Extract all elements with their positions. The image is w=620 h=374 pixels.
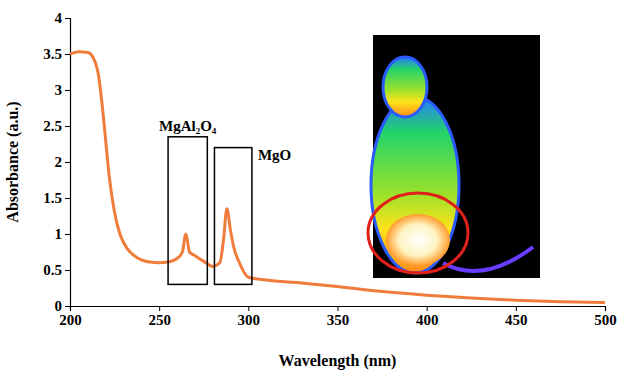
tick: 400 — [416, 306, 439, 328]
inset-image — [368, 35, 540, 278]
tick-mark — [65, 162, 70, 163]
axis-line — [65, 19, 71, 307]
tick-label: 1 — [55, 226, 63, 242]
tick-mark — [65, 54, 70, 55]
tick-label: 300 — [238, 312, 260, 328]
tick-mark — [65, 198, 70, 199]
hot-spot — [386, 214, 450, 266]
tick: 200 — [59, 306, 82, 328]
annotation-box — [214, 148, 251, 285]
spectrum-line — [70, 52, 605, 303]
tick-label: 2.5 — [43, 118, 62, 134]
tick-mark — [248, 306, 249, 311]
tick-mark — [605, 306, 606, 311]
tick-label: 2 — [55, 154, 63, 170]
annotation-label: MgO — [258, 147, 291, 163]
tick-label: 3.5 — [43, 46, 62, 62]
tick: 250 — [148, 306, 171, 328]
tick: 0 — [55, 298, 71, 314]
highlight-circle — [368, 193, 468, 273]
tick-mark — [65, 126, 70, 127]
tick: 1 — [55, 226, 71, 242]
annotation-label: MgAl₂O₄ — [159, 118, 217, 134]
plot-area: 200 250 300 350 400 450 500 0 0.5 1 1.5 2 2.5 3 3.5 4 Mg… — [43, 10, 617, 327]
tick-label: 250 — [148, 312, 171, 328]
tick: 3 — [55, 82, 71, 98]
chart: 200 250 300 350 400 450 500 0 0.5 1 1.5 2 2.5 3 3.5 4 Mg… — [0, 0, 620, 374]
tick-mark — [65, 306, 70, 307]
tick-mark — [427, 306, 428, 311]
tick: 450 — [505, 306, 528, 328]
tick-label: 400 — [416, 312, 439, 328]
tick-label: 200 — [59, 312, 82, 328]
tick: 3.5 — [43, 46, 70, 62]
tick-mark — [65, 234, 70, 235]
tick: 500 — [594, 306, 617, 328]
tick-label: 350 — [327, 312, 350, 328]
mouse-body — [371, 97, 459, 273]
tick-mark — [516, 306, 517, 311]
tick-label: 0 — [55, 298, 63, 314]
tick: 1.5 — [43, 190, 70, 206]
x-axis: 200 250 300 350 400 450 500 — [59, 306, 617, 328]
tick-label: 3 — [55, 82, 63, 98]
tick-mark — [159, 306, 160, 311]
tick-label: 500 — [594, 312, 617, 328]
tick-label: 1.5 — [43, 190, 62, 206]
series-group — [70, 52, 605, 303]
annotation-box — [168, 137, 207, 285]
tick: 350 — [327, 306, 350, 328]
tick-mark — [338, 306, 339, 311]
tick-label: 450 — [505, 312, 528, 328]
x-axis-title: Wavelength (nm) — [279, 352, 397, 370]
tick-mark — [65, 18, 70, 19]
axis-line — [71, 307, 606, 312]
tick-mark — [65, 90, 70, 91]
tick: 0.5 — [43, 262, 70, 278]
mouse-head — [383, 57, 427, 117]
tick: 300 — [238, 306, 260, 328]
tick-mark — [65, 270, 70, 271]
tick: 4 — [55, 10, 71, 26]
tick: 2 — [55, 154, 71, 170]
y-axis-title: Absorbance (a.u.) — [4, 101, 22, 222]
tick: 2.5 — [43, 118, 70, 134]
y-axis: 0 0.5 1 1.5 2 2.5 3 3.5 4 — [43, 10, 70, 314]
tick-label: 0.5 — [43, 262, 62, 278]
annotations: MgAl₂O₄ MgO — [159, 118, 291, 285]
tick-label: 4 — [55, 10, 63, 26]
